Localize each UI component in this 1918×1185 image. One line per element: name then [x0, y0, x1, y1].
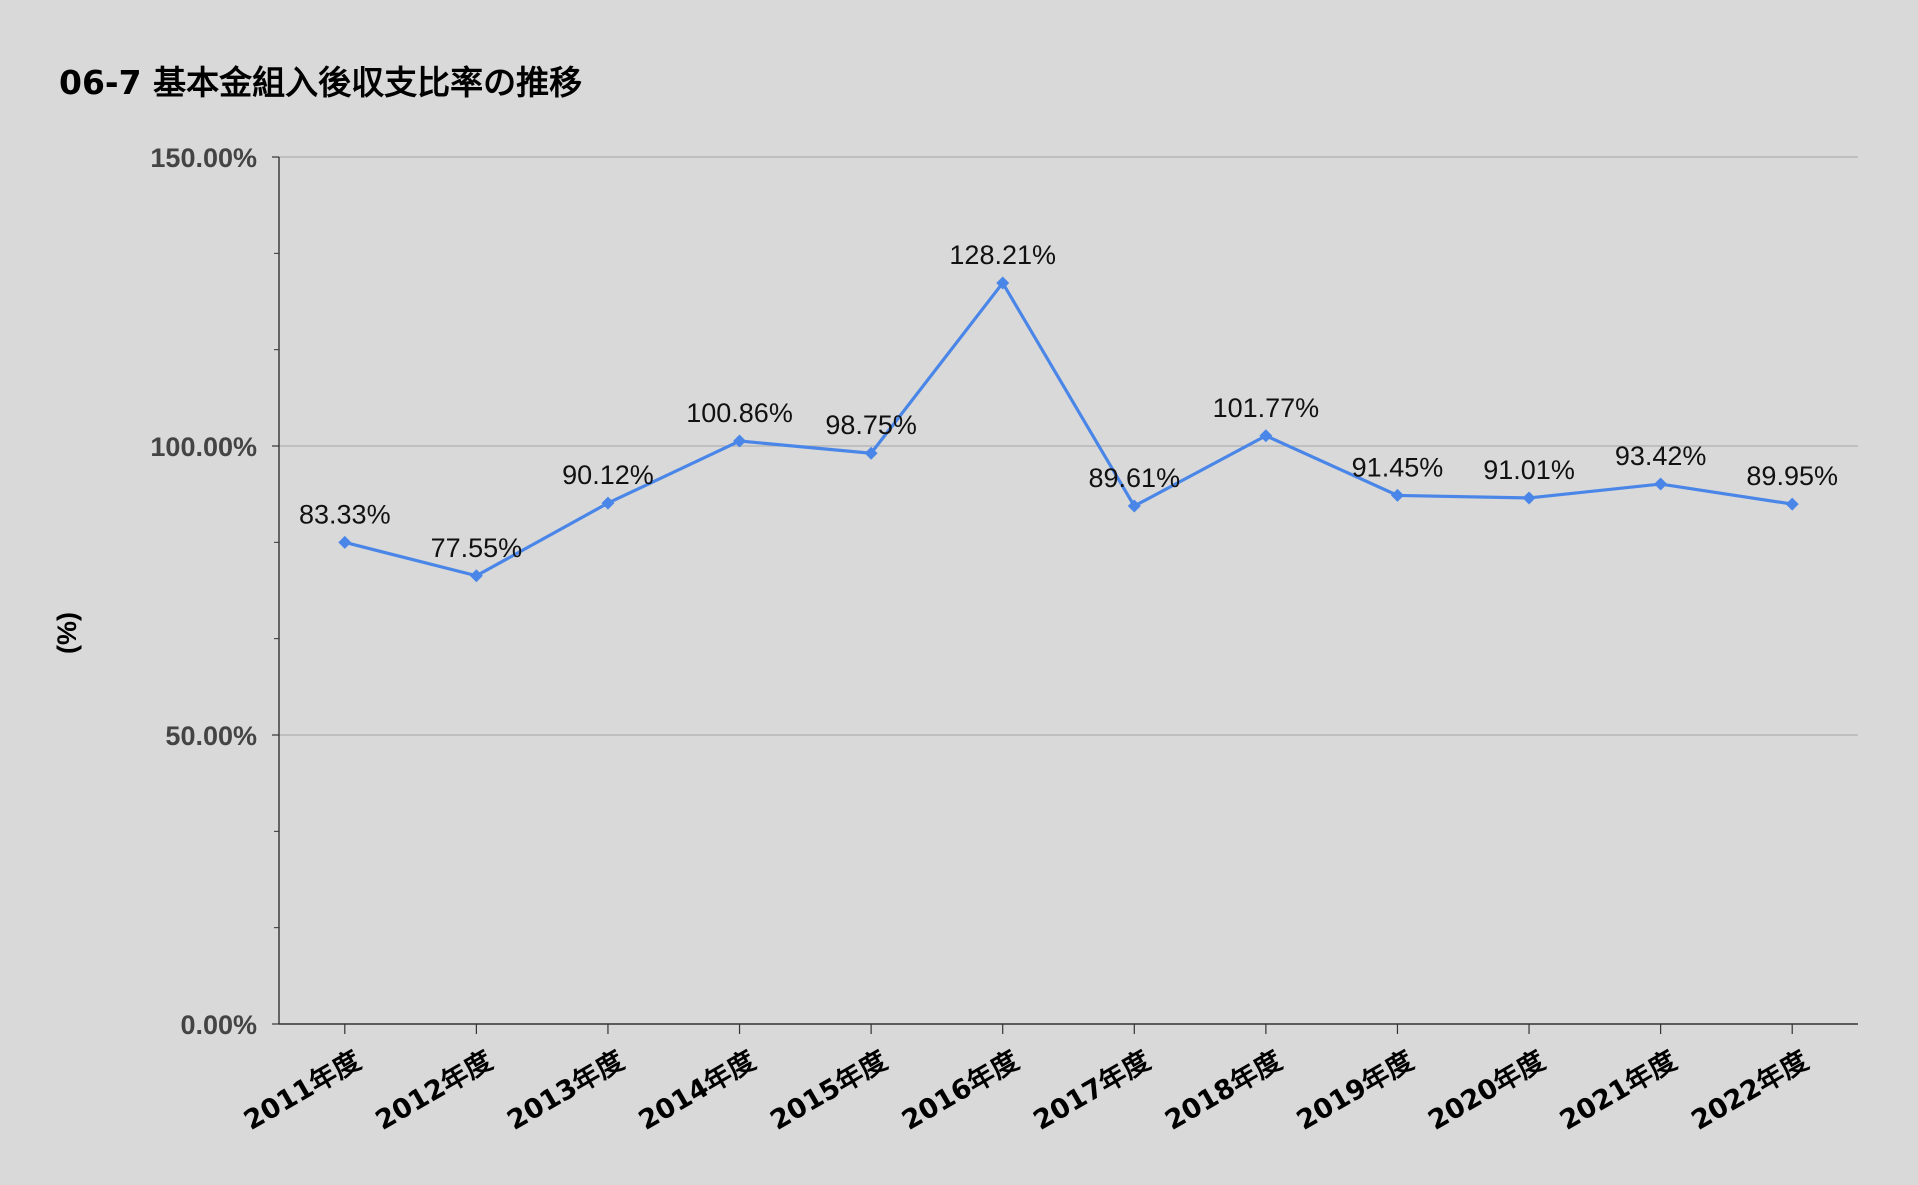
- gridlines: [279, 156, 1858, 736]
- axes: [278, 157, 1858, 1025]
- data-point-marker: [1259, 429, 1273, 443]
- data-label: 83.33%: [299, 499, 391, 529]
- data-point-marker: [1654, 477, 1668, 491]
- x-tick-label: 2015年度: [765, 1044, 893, 1136]
- x-tick-label: 2021年度: [1554, 1044, 1682, 1136]
- y-tick-label: 150.00%: [150, 143, 257, 173]
- y-axis-ticks: 0.00% 50.00% 100.00% 150.00%: [150, 143, 279, 1040]
- x-tick-label: 2022年度: [1686, 1044, 1814, 1136]
- x-tick-label: 2012年度: [370, 1044, 498, 1136]
- data-label: 93.42%: [1615, 441, 1707, 471]
- x-tick-label: 2014年度: [633, 1044, 761, 1136]
- x-tick-label: 2011年度: [238, 1044, 366, 1136]
- x-tick-label: 2016年度: [896, 1044, 1024, 1136]
- data-labels: 83.33% 77.55% 90.12% 100.86% 98.75% 128.21% 89…: [299, 240, 1838, 563]
- y-axis-label: (%): [52, 612, 82, 654]
- y-tick-label: 50.00%: [165, 721, 257, 751]
- data-label: 128.21%: [949, 240, 1056, 270]
- x-tick-label: 2020年度: [1423, 1044, 1551, 1136]
- x-tick-label: 2017年度: [1028, 1044, 1156, 1136]
- data-label: 89.95%: [1746, 461, 1838, 491]
- data-label: 89.61%: [1089, 463, 1181, 493]
- chart-title: 06-7 基本金組入後収支比率の推移: [59, 63, 583, 102]
- data-label: 101.77%: [1213, 393, 1320, 423]
- data-label: 91.01%: [1483, 455, 1575, 485]
- x-tick-label: 2019年度: [1291, 1044, 1419, 1136]
- data-point-marker: [1785, 497, 1799, 511]
- data-point-marker: [469, 569, 483, 583]
- data-label: 77.55%: [431, 533, 523, 563]
- series-line-layer: [338, 276, 1799, 583]
- y-tick-label: 100.00%: [150, 432, 257, 462]
- data-label: 91.45%: [1352, 452, 1444, 482]
- data-point-marker: [996, 276, 1010, 290]
- data-point-marker: [1390, 488, 1404, 502]
- data-point-marker: [1522, 491, 1536, 505]
- x-tick-label: 2013年度: [502, 1044, 630, 1136]
- data-point-marker: [864, 446, 878, 460]
- data-point-marker: [733, 434, 747, 448]
- data-label: 98.75%: [825, 410, 917, 440]
- data-point-marker: [338, 535, 352, 549]
- data-point-marker: [601, 496, 615, 510]
- data-label: 100.86%: [686, 398, 793, 428]
- y-tick-label: 0.00%: [180, 1010, 257, 1040]
- x-tick-label: 2018年度: [1160, 1044, 1288, 1136]
- data-point-marker: [1127, 499, 1141, 513]
- series-line: [343, 281, 1794, 578]
- x-axis-ticks: 2011年度 2012年度 2013年度 2014年度 2015年度 2016年度 2017…: [238, 1024, 1814, 1137]
- data-label: 90.12%: [562, 460, 654, 490]
